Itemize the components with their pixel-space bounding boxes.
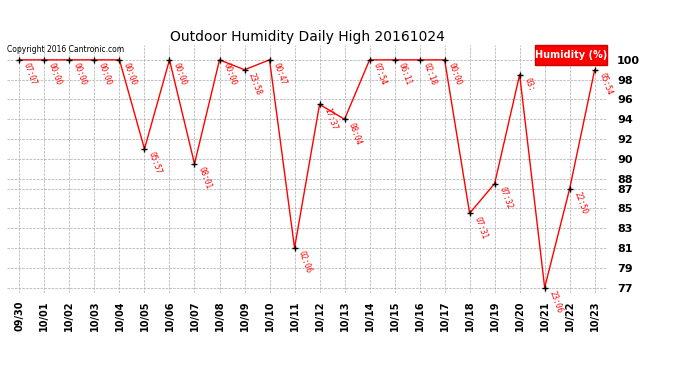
Text: 03:: 03: [522,76,535,93]
Text: 07:31: 07:31 [472,215,489,240]
Text: 02:06: 02:06 [297,250,313,275]
Text: Humidity (%): Humidity (%) [535,50,607,60]
Title: Outdoor Humidity Daily High 20161024: Outdoor Humidity Daily High 20161024 [170,30,444,44]
Text: 17:37: 17:37 [322,106,338,131]
Text: 05:54: 05:54 [598,72,613,96]
Text: 23:06: 23:06 [547,290,564,314]
Text: 08:04: 08:04 [347,121,364,146]
Text: 00:00: 00:00 [47,62,63,87]
Text: 00:47: 00:47 [272,62,288,87]
Text: 00:00: 00:00 [72,62,88,87]
Text: 23:58: 23:58 [247,72,264,96]
Text: 08:01: 08:01 [197,166,213,190]
Text: 05:57: 05:57 [147,151,164,176]
Text: 06:11: 06:11 [397,62,413,87]
Text: 00:00: 00:00 [122,62,138,87]
Text: 07:07: 07:07 [22,62,38,87]
Text: 00:00: 00:00 [222,62,238,87]
Text: 02:18: 02:18 [422,62,438,87]
Text: 07:32: 07:32 [497,186,513,210]
Text: 00:00: 00:00 [447,62,464,87]
Text: 07:54: 07:54 [372,62,388,87]
Text: 00:00: 00:00 [172,62,188,87]
Text: 22:50: 22:50 [572,190,589,215]
Bar [535,45,607,65]
Text: 00:00: 00:00 [97,62,113,87]
Text: Copyright 2016 Cantronic.com: Copyright 2016 Cantronic.com [7,45,124,54]
